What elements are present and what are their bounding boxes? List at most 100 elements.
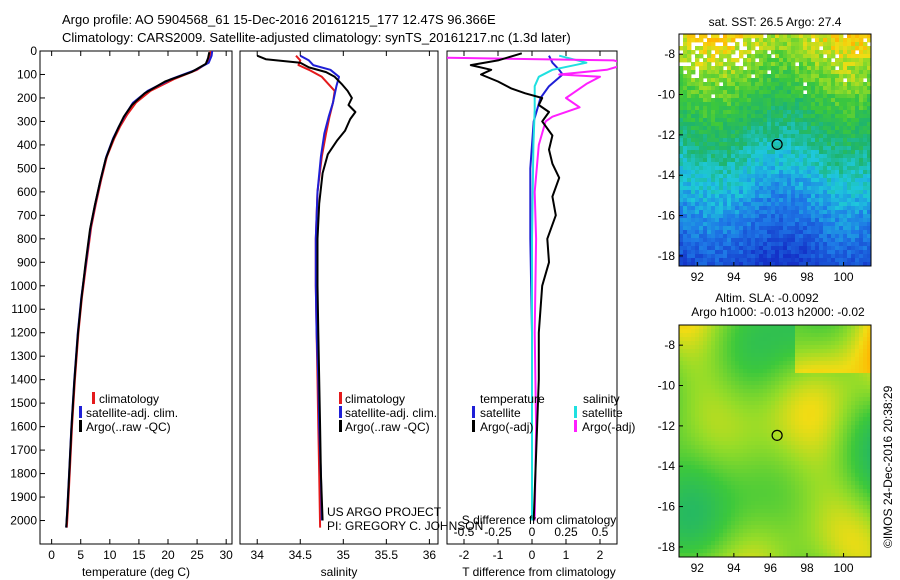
map-cell [831,138,836,143]
map-cell [843,90,848,95]
map-cell [755,393,760,398]
map-cell [683,345,688,350]
map-cell [771,461,776,466]
map-cell [775,461,780,466]
map-cell [855,485,860,490]
map-cell [795,385,800,390]
map-cell [775,437,780,442]
map-cell [835,369,840,374]
map-cell [831,345,836,350]
map-cell [775,146,780,151]
map-cell [695,445,700,450]
map-cell [731,401,736,406]
map-cell [827,333,832,338]
map-cell [763,210,768,215]
map-cell [851,94,856,99]
map-cell [839,385,844,390]
map-cell [703,469,708,474]
map-cell [767,449,772,454]
map-cell [783,62,788,67]
map-cell [863,449,868,454]
map-cell [723,94,728,99]
map-cell [691,206,696,211]
map-cell [707,333,712,338]
map-cell [819,74,824,79]
map-cell [679,138,684,143]
map-cell [767,118,772,123]
map-cell [855,106,860,111]
map-cell [791,58,796,63]
map-cell [855,158,860,163]
map-cell [727,250,732,255]
map-cell [855,66,860,71]
map-cell [859,70,864,75]
map-cell [799,365,804,370]
map-cell [687,174,692,179]
map-cell [827,393,832,398]
map-cell [739,365,744,370]
map-cell [803,337,808,342]
map-cell [679,234,684,239]
map-cell [839,102,844,107]
map-cell [803,210,808,215]
map-cell [787,493,792,498]
map-cell [699,258,704,263]
map-cell [811,357,816,362]
map-cell [743,210,748,215]
map-cell [779,437,784,442]
map-cell [739,34,744,39]
map-cell [823,234,828,239]
map-cell [815,325,820,330]
map-cell [859,214,864,219]
map-cell [711,66,716,71]
map-cell [843,357,848,362]
map-cell [811,110,816,115]
map-cell [847,453,852,458]
map-cell [783,393,788,398]
map-cell [795,234,800,239]
map-cell [787,254,792,259]
map-cell [811,126,816,131]
map-cell [807,206,812,211]
map-cell [731,142,736,147]
map-cell [703,246,708,251]
map-cell [867,381,872,386]
map-cell [827,481,832,486]
map-cell [735,449,740,454]
map-cell [867,477,872,482]
map-cell [831,425,836,430]
map-cell [731,178,736,183]
map-cell [851,449,856,454]
map-cell [683,469,688,474]
map-cell [695,194,700,199]
map-cell [855,341,860,346]
map-cell [807,230,812,235]
map-cell [787,262,792,267]
map-cell [815,417,820,422]
map-cell [723,389,728,394]
map-cell [807,421,812,426]
map-cell [863,154,868,159]
map-cell [815,353,820,358]
map-cell [691,250,696,255]
map-cell [747,190,752,195]
map-cell [851,206,856,211]
map-cell [855,349,860,354]
map-cell [735,401,740,406]
map-cell [819,62,824,67]
map-cell [695,122,700,127]
map-cell [751,381,756,386]
map-cell [763,54,768,59]
map-cell [727,373,732,378]
map-cell [823,58,828,63]
map-cell [739,222,744,227]
map-cell [835,453,840,458]
map-cell [699,234,704,239]
map-cell [755,94,760,99]
map-cell [867,94,872,99]
map-cell [839,42,844,47]
map-cell [695,481,700,486]
map-cell [763,70,768,75]
map-cell [699,254,704,259]
map-cell [863,178,868,183]
